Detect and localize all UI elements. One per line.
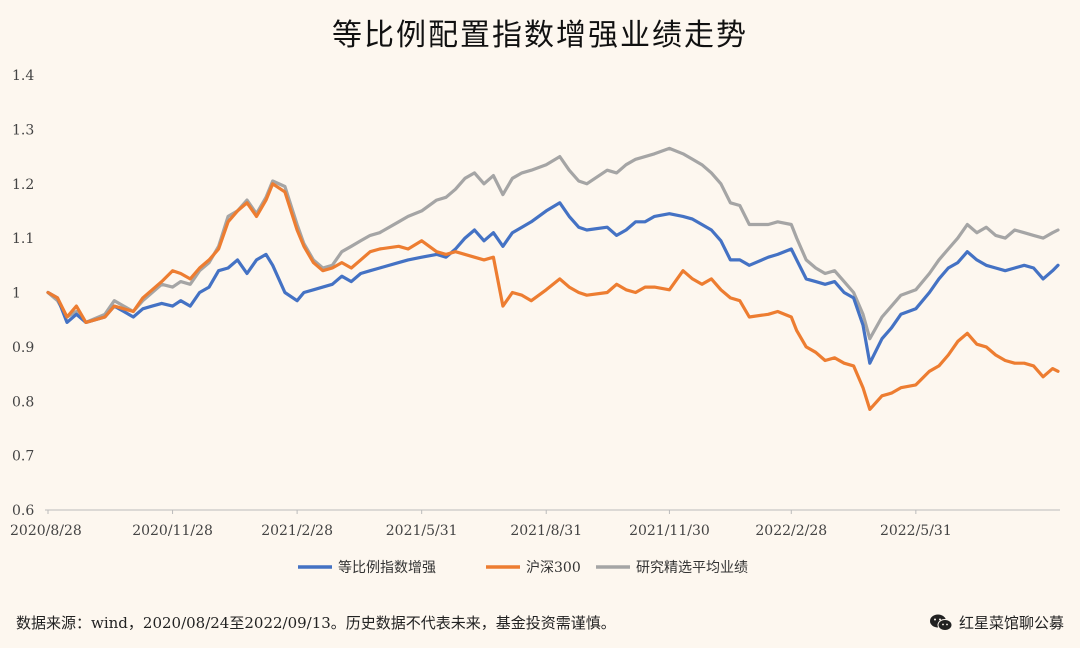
x-tick-label: 2021/5/31 [386, 523, 458, 539]
legend-label: 研究精选平均业绩 [636, 560, 748, 576]
watermark: 红星菜馆聊公募 [929, 612, 1064, 633]
y-tick-label: 0.8 [12, 394, 34, 410]
x-tick-label: 2021/2/28 [261, 523, 333, 539]
y-tick-label: 1.3 [12, 122, 34, 138]
watermark-text: 红星菜馆聊公募 [958, 614, 1064, 632]
x-axis: 2020/8/28 2020/11/28 2021/2/28 2021/5/31 202… [10, 510, 952, 539]
legend-label: 等比例指数增强 [338, 559, 436, 576]
x-tick-label: 2020/8/28 [10, 523, 82, 539]
legend: 等比例指数增强 沪深300 研究精选平均业绩 [298, 559, 748, 576]
x-tick-label: 2020/11/28 [132, 523, 213, 539]
chart-title: 等比例配置指数增强业绩走势 [332, 18, 748, 53]
y-axis: 0.6 0.7 0.8 0.9 1 1.1 1.2 1.3 1.4 [12, 68, 34, 519]
x-tick-label: 2022/5/31 [880, 523, 952, 539]
y-tick-label: 1.1 [12, 231, 34, 247]
series-line-1 [46, 201, 1060, 365]
y-tick-label: 1.4 [12, 68, 34, 84]
x-tick-label: 2021/11/30 [629, 523, 710, 539]
y-tick-label: 1.2 [12, 177, 34, 193]
wechat-icon [929, 614, 953, 631]
legend-label: 沪深300 [526, 560, 581, 576]
source-note: 数据来源：wind，2020/08/24至2022/09/13。历史数据不代表未… [16, 614, 616, 632]
x-tick-label: 2022/2/28 [755, 523, 827, 539]
series-lines [46, 146, 1060, 411]
series-line-2 [46, 182, 1060, 411]
series-line-3 [46, 146, 1060, 341]
y-tick-label: 1 [12, 286, 21, 302]
y-tick-label: 0.7 [12, 449, 34, 465]
y-tick-label: 0.6 [12, 503, 34, 519]
y-tick-label: 0.9 [12, 340, 34, 356]
x-tick-label: 2021/8/31 [510, 523, 582, 539]
